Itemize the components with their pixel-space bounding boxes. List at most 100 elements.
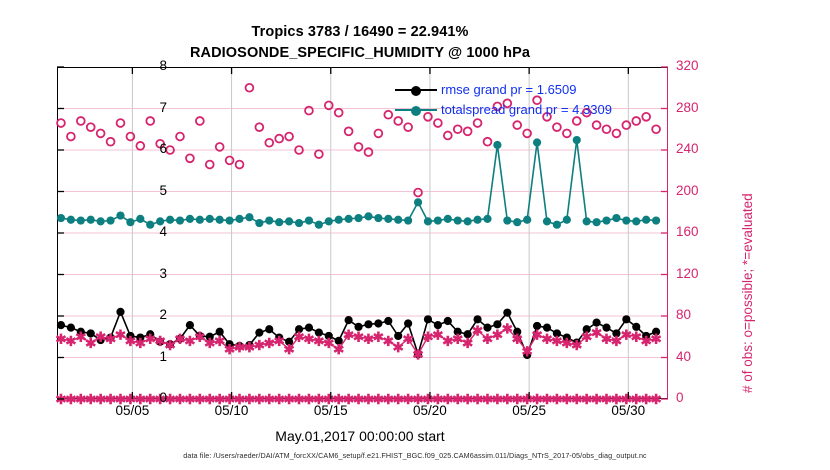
data-point	[632, 217, 641, 226]
data-point-asterisk	[333, 344, 344, 355]
data-point-asterisk	[95, 331, 106, 342]
data-point-asterisk	[631, 331, 642, 342]
data-point-asterisk	[571, 393, 582, 405]
right-tick-label: 320	[676, 58, 699, 73]
data-point-asterisk	[105, 333, 116, 345]
data-point	[56, 213, 66, 223]
data-point-asterisk	[75, 393, 86, 405]
data-point	[66, 215, 75, 224]
data-point-open	[413, 187, 423, 198]
data-point	[384, 214, 393, 223]
data-point	[562, 333, 571, 342]
data-point	[453, 327, 462, 336]
data-point-open	[631, 116, 642, 126]
data-point	[423, 217, 433, 226]
data-point	[513, 327, 522, 336]
data-point	[542, 217, 552, 226]
data-point-open	[343, 126, 354, 137]
data-point-open	[175, 131, 185, 142]
data-point-open	[284, 131, 294, 142]
data-point-asterisk	[393, 341, 404, 353]
data-point-open	[651, 124, 661, 135]
data-point-asterisk	[383, 393, 394, 405]
right-tick-label: 280	[676, 99, 699, 115]
data-point-asterisk	[402, 393, 414, 405]
right-tick-label: 80	[676, 307, 692, 322]
data-point-open	[522, 128, 532, 139]
data-point-open	[423, 111, 433, 122]
data-point	[56, 321, 66, 330]
data-point-open	[224, 155, 235, 166]
data-point	[423, 315, 433, 324]
data-point	[483, 214, 492, 223]
data-point-asterisk	[204, 393, 215, 405]
data-point	[106, 216, 115, 225]
data-point	[185, 214, 195, 223]
data-point	[364, 320, 373, 329]
data-point	[602, 323, 611, 332]
data-point-asterisk	[502, 393, 513, 405]
data-point	[76, 216, 85, 225]
data-point-asterisk	[293, 331, 305, 342]
data-point-asterisk	[601, 333, 612, 345]
data-point	[86, 329, 95, 338]
data-point	[225, 216, 234, 225]
data-point-asterisk	[274, 393, 285, 405]
data-point	[463, 330, 472, 339]
data-point	[215, 215, 224, 224]
data-point	[642, 215, 651, 224]
data-point	[294, 325, 304, 334]
x-axis-label: May.01,2017 00:00:00 start	[275, 428, 445, 444]
data-point-open	[611, 128, 622, 139]
data-point	[374, 319, 383, 328]
data-point	[622, 315, 631, 324]
data-point-open	[393, 116, 404, 126]
data-point	[503, 308, 512, 317]
data-point-open	[66, 131, 76, 142]
x-tick-label: 05/15	[313, 403, 348, 418]
data-point-asterisk	[55, 333, 67, 345]
data-point-asterisk	[343, 393, 354, 405]
data-point-asterisk	[303, 393, 315, 405]
data-point-asterisk	[591, 393, 602, 405]
legend-marker-totalspread-icon	[395, 103, 437, 117]
data-point-asterisk	[274, 335, 285, 347]
data-point	[493, 140, 502, 150]
data-point-open	[452, 124, 463, 135]
data-point-asterisk	[551, 335, 563, 347]
legend-item-totalspread: totalspread grand pr = 4.3309	[395, 100, 612, 120]
data-point-asterisk	[452, 393, 463, 405]
data-point-open	[552, 122, 562, 132]
data-point-asterisk	[283, 344, 295, 355]
data-point-open	[264, 137, 275, 148]
data-point-open	[76, 116, 86, 126]
data-point-asterisk	[283, 393, 295, 405]
data-point-open	[433, 118, 443, 128]
data-point-asterisk	[85, 393, 96, 405]
data-point	[582, 217, 591, 226]
data-point	[503, 216, 512, 225]
data-point-asterisk	[184, 335, 196, 347]
data-point-open	[492, 101, 503, 112]
right-tick-label: 40	[676, 348, 692, 364]
data-point-asterisk	[194, 331, 205, 342]
right-axis-label: # of obs: o=possible; *=evaluated	[740, 193, 755, 393]
data-point-open	[214, 142, 225, 152]
data-point-open	[443, 130, 453, 141]
data-point-asterisk	[65, 393, 77, 405]
data-point-asterisk	[353, 393, 364, 405]
data-point-asterisk	[422, 393, 434, 405]
data-point-open	[145, 116, 156, 126]
data-point	[86, 215, 95, 224]
data-point	[404, 319, 413, 328]
data-point-open	[562, 128, 572, 139]
data-point	[552, 329, 562, 338]
right-tick-label: 240	[676, 141, 699, 156]
data-point	[205, 332, 214, 341]
data-point-asterisk	[650, 333, 662, 345]
data-point-open	[115, 118, 126, 128]
data-point	[394, 215, 403, 224]
data-point-asterisk	[512, 393, 523, 405]
data-point-asterisk	[531, 393, 543, 405]
data-point	[215, 327, 224, 336]
